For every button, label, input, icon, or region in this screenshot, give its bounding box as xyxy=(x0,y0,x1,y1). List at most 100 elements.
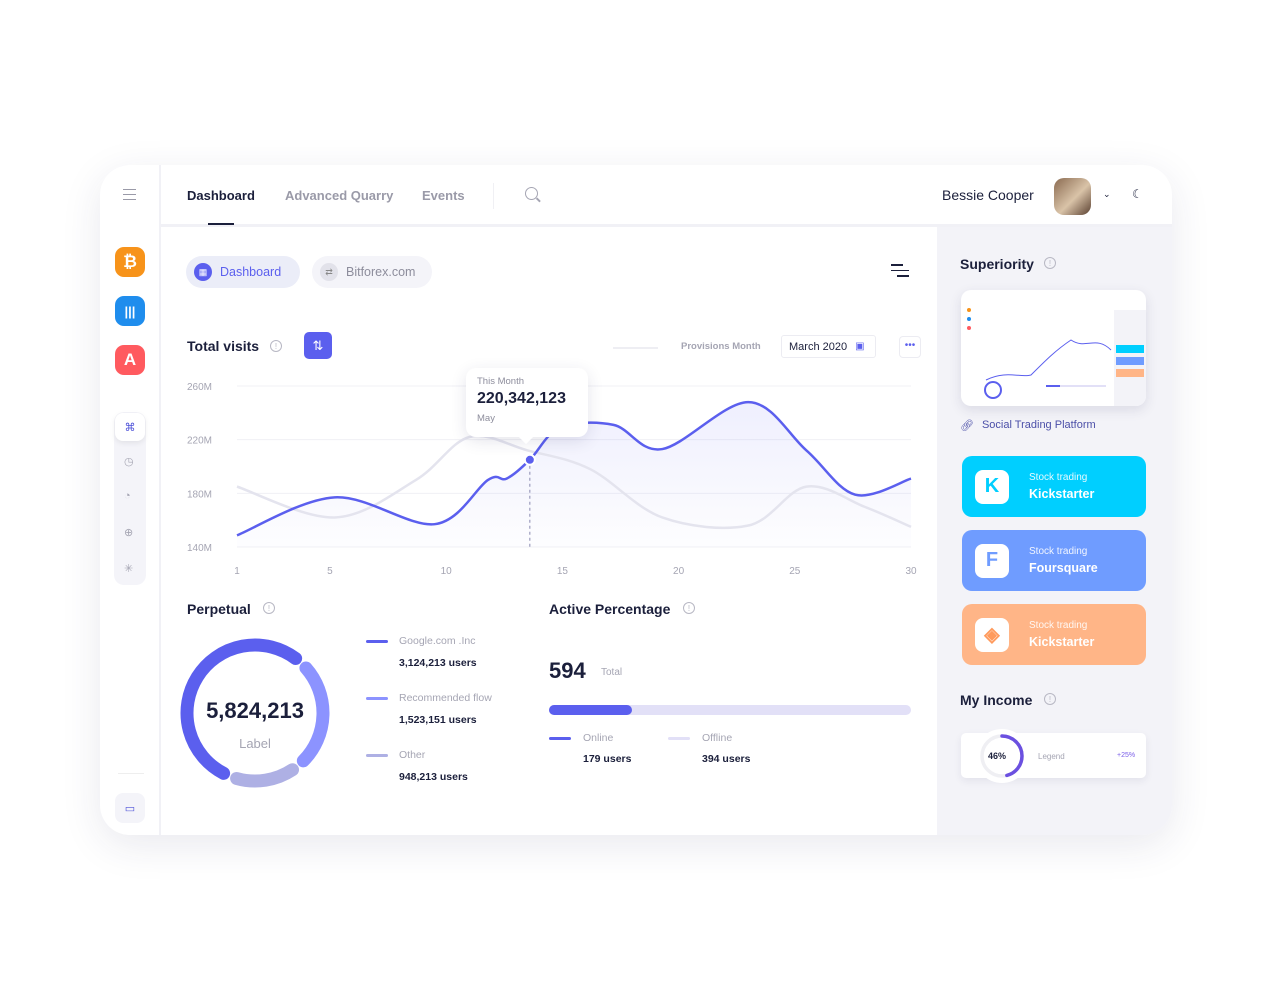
moon-icon[interactable]: ☾ xyxy=(1132,187,1143,201)
legend-name: Google.com .Inc xyxy=(399,635,476,647)
x-tick-label: 25 xyxy=(789,566,801,577)
chart-tooltip: This Month 220,342,123 May xyxy=(466,368,588,445)
chevron-down-icon[interactable]: ⌄ xyxy=(1103,189,1111,199)
divider xyxy=(613,347,658,349)
stock-card-foursquare[interactable]: F Stock trading Foursquare xyxy=(962,530,1146,591)
info-icon[interactable]: ! xyxy=(263,602,275,614)
income-change: +25% xyxy=(1117,752,1136,759)
dashboard-preview-thumbnail[interactable] xyxy=(961,290,1146,406)
loader-icon[interactable]: ✳ xyxy=(124,563,134,575)
x-tick-label: 1 xyxy=(234,566,240,577)
legend-value: 948,213 users xyxy=(399,771,468,783)
superiority-title: Superiority xyxy=(960,256,1034,272)
stock-sub: Stock trading xyxy=(1029,620,1088,631)
tooltip-value: 220,342,123 xyxy=(477,390,566,407)
stock-sub: Stock trading xyxy=(1029,546,1088,557)
active-percentage-title: Active Percentage xyxy=(549,601,671,617)
donut-label: Label xyxy=(239,736,271,751)
y-tick-label: 180M xyxy=(187,489,212,500)
y-tick-label: 140M xyxy=(187,543,212,554)
progress-fill xyxy=(549,705,633,715)
sort-button[interactable]: ⇅ xyxy=(304,332,332,359)
tooltip-title: This Month xyxy=(477,376,524,387)
date-picker[interactable]: March 2020 ▣ xyxy=(781,335,876,358)
pie-chart-icon[interactable]: ◷ xyxy=(124,456,134,468)
pill-label: Dashboard xyxy=(220,265,282,279)
kickstarter-logo-icon: K xyxy=(975,469,1009,504)
tab-events[interactable]: Events xyxy=(422,188,465,203)
legend-value: 394 users xyxy=(702,753,751,765)
x-tick-label: 20 xyxy=(673,566,685,577)
filter-label: Provisions Month xyxy=(681,341,761,352)
pill-bitforex[interactable]: ⇄ Bitforex.com xyxy=(312,256,432,288)
pill-dashboard[interactable]: ▦ Dashboard xyxy=(186,256,300,288)
series-line-secondary xyxy=(236,434,912,530)
stock-sub: Stock trading xyxy=(1029,472,1088,483)
calendar-icon: ▣ xyxy=(855,341,865,352)
social-trading-link[interactable]: 🔗︎ Social Trading Platform xyxy=(960,419,1096,432)
avatar[interactable] xyxy=(1054,178,1091,215)
tab-dashboard[interactable]: Dashboard xyxy=(187,188,255,203)
tab-advanced-quarry[interactable]: Advanced Quarry xyxy=(285,188,394,203)
airbnb-app-icon[interactable]: A xyxy=(115,345,145,375)
legend-name: Other xyxy=(399,749,426,761)
link-label: Social Trading Platform xyxy=(981,419,1096,431)
legend-swatch xyxy=(366,697,388,700)
x-tick-label: 15 xyxy=(557,566,569,577)
bitcoin-app-icon[interactable]: ₿ xyxy=(115,247,145,277)
perpetual-donut xyxy=(180,638,330,788)
grid-icon: ▦ xyxy=(194,263,212,281)
align-menu-icon[interactable] xyxy=(891,264,909,277)
top-nav: Dashboard Advanced Quarry Events Bessie … xyxy=(161,165,1172,227)
dashboard-window: ₿ ||| A ⌘ ◷ ◔ ⊕ ✳ ▭ Dashboard Advanced Q… xyxy=(100,165,1172,835)
x-tick-label: 10 xyxy=(441,566,453,577)
info-icon[interactable]: ! xyxy=(1044,693,1056,705)
info-icon[interactable]: ! xyxy=(270,340,282,352)
highlight-point xyxy=(523,453,536,466)
user-name: Bessie Cooper xyxy=(942,187,1034,203)
link-icon: 🔗︎ xyxy=(960,420,974,432)
legend-value: 179 users xyxy=(583,753,632,765)
menu-icon[interactable] xyxy=(123,189,136,200)
income-legend: Legend xyxy=(1038,752,1065,761)
stock-card-kickstarter[interactable]: ◈ Stock trading Kickstarter xyxy=(962,604,1146,665)
donut-segment xyxy=(180,638,303,780)
legend-value: 1,523,151 users xyxy=(399,714,477,726)
sidebar: ₿ ||| A ⌘ ◷ ◔ ⊕ ✳ ▭ xyxy=(100,165,161,835)
stock-name: Kickstarter xyxy=(1029,635,1095,649)
tooltip-sub: May xyxy=(477,413,495,424)
more-button[interactable]: ••• xyxy=(899,336,921,358)
command-icon[interactable]: ⌘ xyxy=(115,413,145,441)
series-area xyxy=(237,402,911,547)
chat-icon[interactable]: ▭ xyxy=(115,793,145,823)
divider xyxy=(493,183,494,209)
intercom-app-icon[interactable]: ||| xyxy=(115,296,145,326)
right-panel: Superiority ! 🔗︎ Social Trading Platform … xyxy=(937,227,1172,835)
donut-segment xyxy=(230,763,300,788)
legend-swatch xyxy=(549,737,571,740)
info-icon[interactable]: ! xyxy=(1044,257,1056,269)
stock-name: Kickstarter xyxy=(1029,487,1095,501)
foursquare-logo-icon: F xyxy=(975,543,1009,578)
search-icon[interactable] xyxy=(525,187,541,203)
stock-card-kickstarter[interactable]: K Stock trading Kickstarter xyxy=(962,456,1146,517)
x-tick-label: 5 xyxy=(327,566,333,577)
kickstarter-logo-icon: ◈ xyxy=(975,617,1009,652)
active-total: 594 xyxy=(549,658,586,683)
globe-icon[interactable]: ⊕ xyxy=(124,527,134,539)
my-income-title: My Income xyxy=(960,692,1033,708)
active-progress-bar xyxy=(549,705,911,715)
clock-icon[interactable]: ◔ xyxy=(124,490,131,502)
swap-icon: ⇄ xyxy=(320,263,338,281)
stock-name: Foursquare xyxy=(1029,561,1098,575)
legend-swatch xyxy=(366,754,388,757)
legend-name: Offline xyxy=(702,732,733,744)
legend-name: Recommended flow xyxy=(399,692,492,704)
perpetual-title: Perpetual xyxy=(187,601,251,617)
info-icon[interactable]: ! xyxy=(683,602,695,614)
donut-total: 5,824,213 xyxy=(206,698,304,723)
ring-progress xyxy=(980,734,1024,778)
legend-name: Online xyxy=(583,732,614,744)
legend-value: 3,124,213 users xyxy=(399,657,477,669)
y-tick-label: 220M xyxy=(187,436,212,447)
